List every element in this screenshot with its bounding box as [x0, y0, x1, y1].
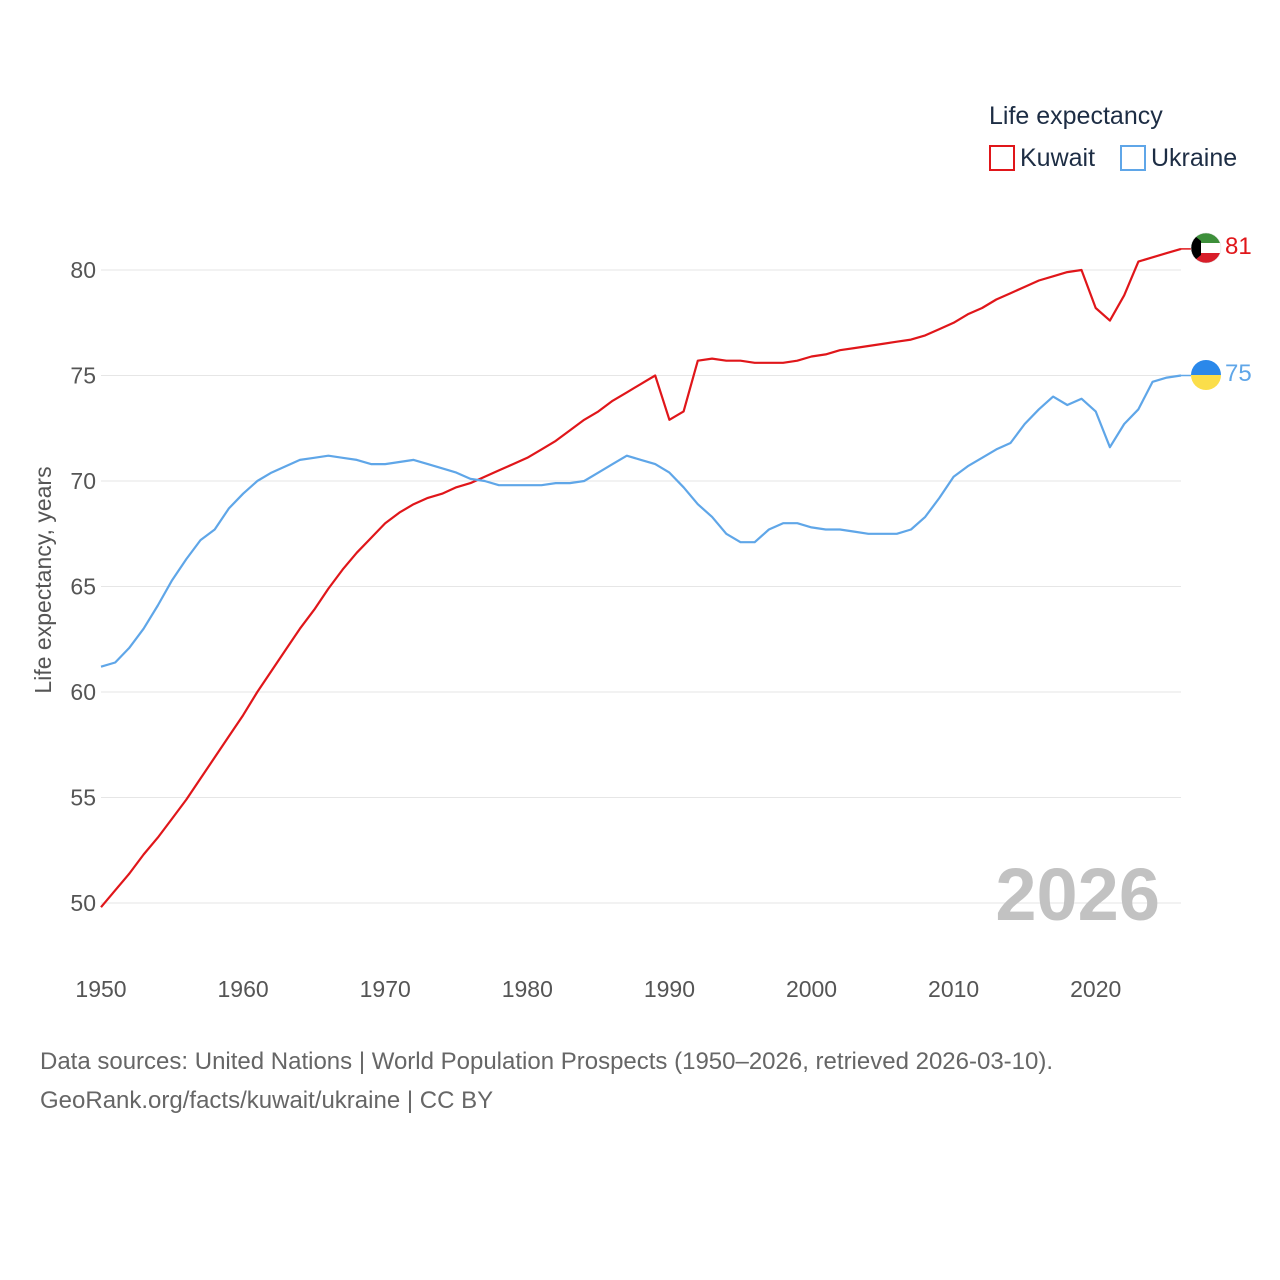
series-lines: [100, 247, 1191, 908]
y-axis-ticks: 50 55 60 65 70 75 80: [70, 257, 96, 916]
y-tick-label-70: 70: [70, 468, 96, 494]
end-label-ukraine: 75: [1225, 360, 1252, 387]
end-label-kuwait: 81: [1225, 233, 1252, 260]
x-tick-label-1990: 1990: [644, 976, 695, 1002]
legend-title: Life expectancy: [989, 102, 1163, 130]
x-tick-label-2020: 2020: [1070, 976, 1121, 1002]
y-tick-label-55: 55: [70, 785, 96, 811]
source-line-1: Data sources: United Nations | World Pop…: [40, 1048, 1054, 1075]
y-axis-title: Life expectancy, years: [30, 466, 56, 693]
y-tick-label-50: 50: [70, 890, 96, 916]
kuwait-flag-icon: [1191, 233, 1221, 263]
year-watermark: 2026: [995, 853, 1160, 936]
legend-label-kuwait: Kuwait: [1020, 144, 1095, 172]
x-tick-label-2000: 2000: [786, 976, 837, 1002]
x-tick-label-1970: 1970: [360, 976, 411, 1002]
y-tick-label-60: 60: [70, 679, 96, 705]
x-tick-label-1950: 1950: [75, 976, 126, 1002]
legend-swatch-kuwait: [989, 145, 1015, 171]
series-line-kuwait[interactable]: [100, 247, 1182, 908]
legend-item-kuwait[interactable]: Kuwait: [989, 144, 1095, 172]
x-tick-label-1960: 1960: [218, 976, 269, 1002]
source-footer: Data sources: United Nations | World Pop…: [40, 1042, 1240, 1120]
life-expectancy-chart: 50 55 60 65 70 75 80 1950 1960 1970 1980 1990 2000 2…: [30, 102, 1252, 1002]
source-line-2[interactable]: GeoRank.org/facts/kuwait/ukraine | CC BY: [40, 1087, 494, 1114]
y-tick-label-75: 75: [70, 363, 96, 389]
kuwait-flag-border: [1190, 232, 1222, 264]
legend-label-ukraine: Ukraine: [1151, 144, 1237, 172]
x-axis-ticks: 1950 1960 1970 1980 1990 2000 2010 2020: [75, 976, 1121, 1002]
gridlines: [101, 269, 1181, 904]
legend-swatch-ukraine: [1120, 145, 1146, 171]
ukraine-flag-icon: [1191, 360, 1221, 390]
y-tick-label-65: 65: [70, 574, 96, 600]
legend: Life expectancy Kuwait Ukraine: [989, 102, 1237, 172]
series-line-ukraine[interactable]: [100, 374, 1182, 668]
x-tick-label-2010: 2010: [928, 976, 979, 1002]
y-tick-label-80: 80: [70, 257, 96, 283]
legend-item-ukraine[interactable]: Ukraine: [1120, 144, 1237, 172]
x-tick-label-1980: 1980: [502, 976, 553, 1002]
